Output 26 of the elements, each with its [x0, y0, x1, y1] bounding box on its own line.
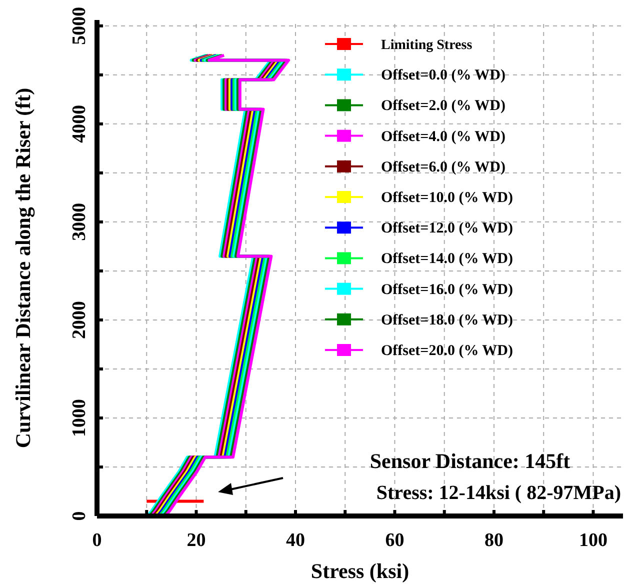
y-tick-label: 1000 [69, 398, 90, 437]
annotation: Stress: 12-14ksi ( 82-97MPa) [376, 482, 621, 504]
legend-label: Offset=6.0 (% WD) [381, 159, 506, 176]
legend-label: Limiting Stress [381, 38, 473, 53]
y-tick-label: 5000 [69, 6, 90, 45]
x-tick-label: 60 [385, 530, 404, 551]
legend-label: Offset=0.0 (% WD) [381, 68, 506, 84]
y-tick-label: 2000 [69, 300, 90, 339]
y-tick-label: 3000 [69, 202, 90, 241]
legend-label: Offset=4.0 (% WD) [381, 128, 506, 145]
x-tick-label: 40 [286, 530, 305, 551]
legend-label: Offset=20.0 (% WD) [381, 343, 513, 359]
legend-label: Offset=2.0 (% WD) [381, 98, 506, 114]
y-tick-label: 4000 [69, 104, 90, 143]
legend-label: Offset=10.0 (% WD) [381, 190, 513, 206]
legend-label: Offset=18.0 (% WD) [381, 312, 513, 328]
x-axis-title: Stress (ksi) [310, 559, 410, 583]
legend-label: Offset=12.0 (% WD) [381, 220, 513, 237]
y-tick-label: 0 [69, 511, 90, 521]
annotation: Sensor Distance: 145ft [370, 449, 570, 473]
legend-label: Offset=16.0 (% WD) [381, 282, 513, 298]
y-axis-title: Curvilinear Distance along the Riser (ft) [11, 88, 35, 448]
x-tick-label: 20 [186, 530, 206, 551]
x-tick-label: 100 [578, 530, 608, 551]
x-tick-label: 80 [484, 530, 504, 551]
legend-label: Offset=14.0 (% WD) [381, 251, 513, 268]
